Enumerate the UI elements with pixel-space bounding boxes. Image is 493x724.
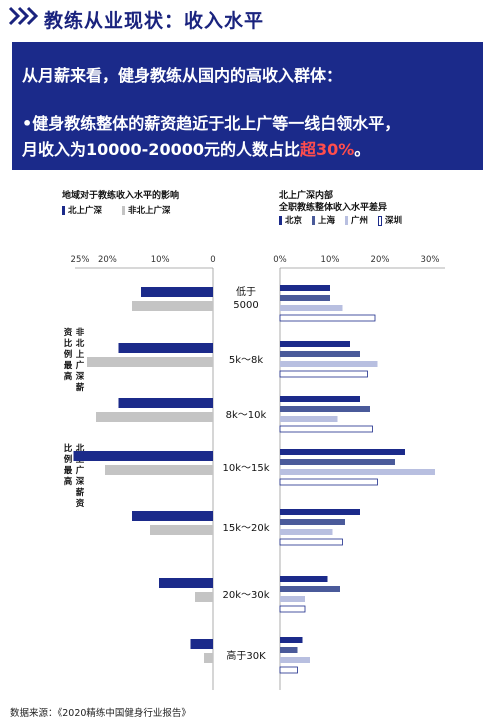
legend-swatch [62,206,65,215]
side-note-tier1: 北上广深薪资比例最高 [62,444,85,510]
right-panel-title-2: 全职教练整体收入水平差异 [279,203,388,213]
category-label: 15k～20k [222,523,269,534]
left-bar [73,451,213,461]
legend-swatch [312,216,315,225]
left-bar [159,578,213,588]
right-bar [280,406,370,412]
banner-line-1: 从月薪来看，健身教练从国内的高收入群体： [22,66,343,85]
category-label: 5000 [233,300,258,311]
right-bar [279,666,298,674]
category-label: 5k～8k [229,355,264,366]
page-title: 教练从业现状：收入水平 [44,10,265,32]
right-bar [280,519,345,525]
left-bar [204,653,213,663]
legend-swatch [378,215,382,226]
banner-highlight: 超30% [299,140,355,159]
legend-label: 深圳 [385,216,403,226]
legend-label: 广州 [351,216,369,226]
right-x-tick-label: 10% [321,255,340,265]
legend-label: 非北上广深 [128,206,171,216]
category-label: 高于30K [226,649,266,662]
right-bar [280,657,310,663]
right-bar [280,285,330,291]
right-x-tick-label: 30% [421,255,440,265]
right-x-tick-label: 0% [273,255,287,265]
left-bar [118,343,213,353]
right-bar [280,351,360,357]
left-bar [132,301,213,311]
side-note-text: 非北上广深薪资比例最高 [63,328,85,393]
right-bar [280,305,343,311]
right-bar [280,341,350,347]
legend-label: 北京 [285,216,303,226]
right-bar [280,459,395,465]
left-bar [190,639,213,649]
category-label: 20k～30k [222,590,269,601]
legend-item-guangzhou: 广州 [345,214,368,226]
right-bar [280,576,328,582]
left-x-tick-label: 20% [98,255,117,265]
double-chevron-icon [8,6,39,26]
left-bar [150,525,213,535]
right-bar [280,647,298,653]
right-bar [279,538,343,546]
right-bar [279,425,373,433]
left-x-tick-label: 25% [71,255,90,265]
legend-swatch [279,216,282,225]
left-bar [195,592,213,602]
right-bar [280,361,378,367]
right-bar [280,449,405,455]
left-bar [118,398,213,408]
category-label: 10k～15k [222,463,269,474]
right-x-tick-label: 20% [371,255,390,265]
left-panel-title: 地域对于教练收入水平的影响 [62,191,180,201]
right-bar [280,295,330,301]
left-bar [141,287,213,297]
left-bar [132,511,213,521]
page-header: 教练从业现状：收入水平 [0,0,493,36]
legend-swatch [122,206,125,215]
legend-item-tier1: 北上广深 [62,204,102,216]
source-note: 数据来源：《2020精练中国健身行业报告》 [10,708,191,719]
side-note-text: 北上广深薪资比例最高 [63,444,85,509]
left-bar [105,465,213,475]
banner-line-3-prefix: 月收入为10000-20000元的人数占比 [22,140,300,159]
right-bar [279,605,306,613]
legend-swatch [345,216,348,225]
legend-label: 上海 [318,216,336,226]
legend-item-non-tier1: 非北上广深 [122,204,171,216]
left-bar [87,357,213,367]
right-bar [280,586,340,592]
legend-item-shenzhen: 深圳 [378,214,402,226]
category-label: 8k～10k [226,410,267,421]
right-bar [279,478,378,486]
legend-item-beijing: 北京 [279,214,302,226]
banner-line-3: 月收入为10000-20000元的人数占比超30%。 [22,136,370,160]
side-note-non-tier1: 非北上广深薪资比例最高 [62,328,85,394]
right-bar [279,314,376,322]
category-label: 低于 [236,285,256,298]
legend-label: 北上广深 [68,206,103,216]
right-panel-title-1: 北上广深内部 [279,191,334,201]
left-bar [96,412,213,422]
left-x-tick-label: 10% [151,255,170,265]
right-bar [280,529,333,535]
right-bar [280,469,435,475]
banner-line-2: •健身教练整体的薪资趋近于北上广等一线白领水平， [22,114,401,133]
legend-item-shanghai: 上海 [312,214,335,226]
left-x-tick-label: 0 [210,255,215,265]
right-bar [280,596,305,602]
right-bar [280,416,338,422]
right-bar [280,637,303,643]
banner-line-3-suffix: 。 [354,140,371,159]
summary-banner: 从月薪来看，健身教练从国内的高收入群体： •健身教练整体的薪资趋近于北上广等一线… [12,42,483,170]
right-bar [279,370,368,378]
right-bar [280,396,360,402]
right-bar [280,509,360,515]
